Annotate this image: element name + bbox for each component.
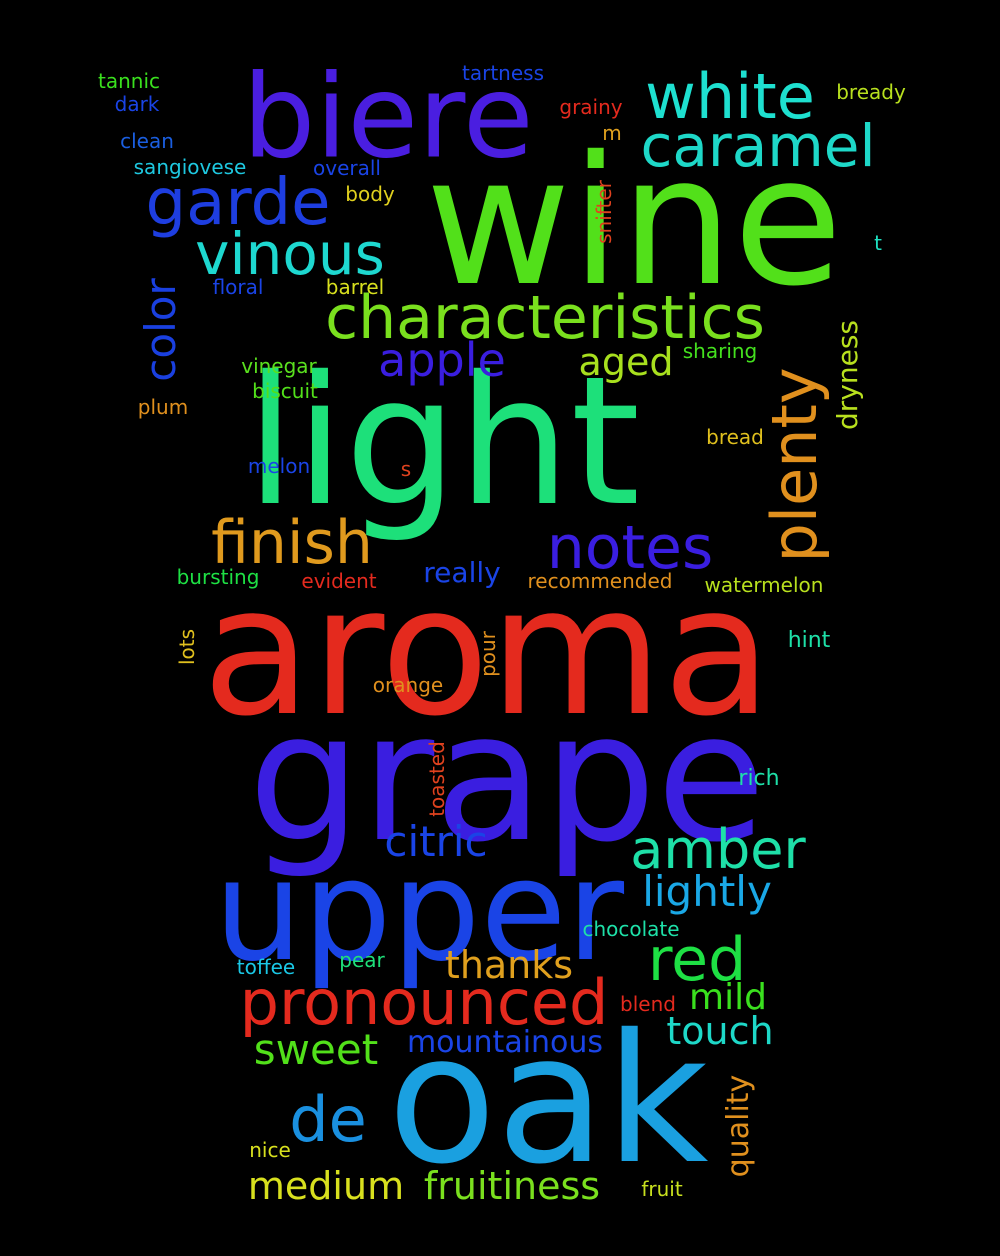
word-s: s	[400, 457, 412, 481]
word-bursting: bursting	[176, 565, 260, 589]
word-mild: mild	[689, 977, 767, 1018]
word-grape: grape	[248, 674, 766, 881]
word-melon: melon	[247, 454, 311, 478]
word-clean: clean	[120, 129, 174, 153]
word-color: color	[136, 278, 185, 382]
word-dark: dark	[114, 92, 160, 116]
word-plenty: plenty	[758, 367, 831, 563]
word-barrel: barrel	[325, 275, 385, 299]
word-tartness: tartness	[462, 61, 544, 85]
word-amber: amber	[630, 818, 806, 881]
word-orange: orange	[372, 673, 444, 697]
word-medium: medium	[247, 1164, 405, 1208]
word-garde: garde	[145, 166, 331, 240]
word-touch: touch	[666, 1009, 774, 1053]
word-notes: notes	[546, 513, 714, 583]
word-floral: floral	[212, 275, 264, 299]
word-dryness: dryness	[831, 319, 864, 431]
word-pour: pour	[476, 631, 500, 677]
word-upper: upper	[213, 830, 625, 993]
word-bread: bread	[706, 425, 764, 449]
word-white: white	[645, 60, 815, 133]
word-citric: citric	[384, 817, 488, 866]
word-sharing: sharing	[682, 339, 758, 363]
word-sangiovese: sangiovese	[133, 155, 247, 179]
word-lots: lots	[175, 628, 199, 666]
word-light: light	[245, 338, 641, 545]
word-nice: nice	[249, 1138, 291, 1162]
word-evident: evident	[301, 569, 377, 593]
word-tannic: tannic	[97, 69, 161, 93]
word-characteristics: characteristics	[325, 283, 765, 353]
word-rich: rich	[738, 766, 780, 791]
word-lightly: lightly	[642, 867, 772, 916]
word-really: really	[423, 556, 501, 589]
word-mountainous: mountainous	[406, 1025, 604, 1060]
word-biscuit: biscuit	[252, 379, 318, 403]
word-t: t	[874, 231, 882, 255]
word-recommended: recommended	[527, 569, 673, 593]
word-toasted: toasted	[425, 741, 449, 817]
word-thanks: thanks	[444, 943, 574, 987]
word-bready: bready	[836, 80, 906, 104]
word-fruitiness: fruitiness	[423, 1164, 601, 1208]
word-wine: wine	[425, 118, 843, 325]
word-vinegar: vinegar	[241, 354, 317, 378]
word-quality: quality	[721, 1074, 756, 1178]
word-red: red	[647, 925, 747, 995]
word-chocolate: chocolate	[582, 917, 680, 941]
word-de: de	[289, 1083, 367, 1156]
word-blend: blend	[620, 992, 676, 1016]
word-pear: pear	[339, 948, 385, 972]
word-m: m	[602, 121, 622, 145]
word-finish: finish	[211, 508, 373, 578]
word-grainy: grainy	[559, 95, 623, 119]
word-plum: plum	[137, 395, 189, 419]
word-oak: oak	[387, 996, 709, 1203]
word-caramel: caramel	[640, 112, 876, 180]
word-overall: overall	[313, 156, 381, 180]
word-sweet: sweet	[253, 1025, 379, 1074]
word-hint: hint	[787, 628, 831, 653]
word-aged: aged	[578, 340, 674, 384]
word-aroma: aroma	[202, 548, 772, 755]
word-snifter: snifter	[592, 180, 616, 244]
word-biere: biere	[242, 50, 534, 185]
word-toffee: toffee	[236, 955, 296, 979]
word-watermelon: watermelon	[704, 573, 824, 597]
word-apple: apple	[378, 333, 506, 387]
word-vinous: vinous	[195, 220, 385, 288]
word-pronounced: pronounced	[239, 966, 609, 1039]
word-body: body	[345, 182, 395, 206]
word-fruit: fruit	[641, 1177, 683, 1201]
